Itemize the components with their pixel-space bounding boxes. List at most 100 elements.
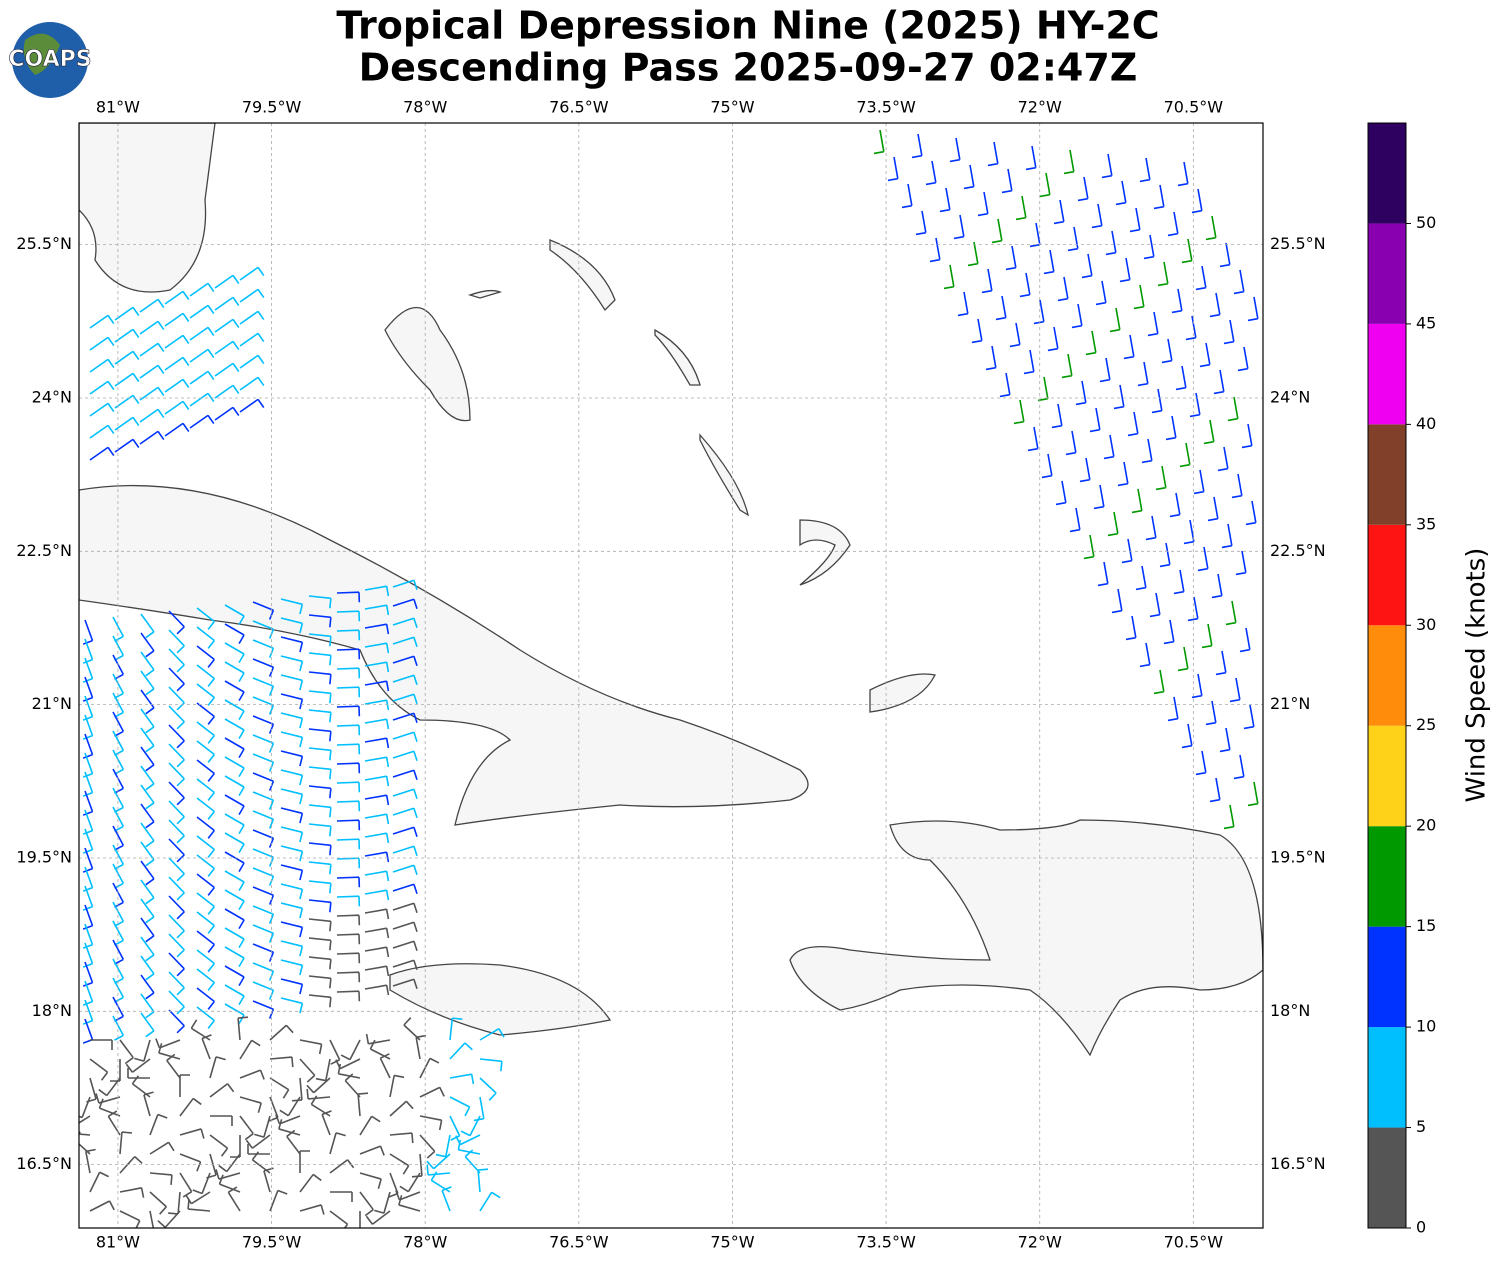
wind-barb (280, 959, 304, 976)
wind-barb (196, 987, 215, 1010)
wind-barb (247, 1144, 270, 1155)
wind-barb (1199, 342, 1211, 368)
wind-barb (1117, 461, 1129, 487)
wind-barb (251, 1151, 271, 1174)
wind-barb (419, 1134, 436, 1159)
wind-barb (364, 585, 390, 597)
wind-barb (280, 731, 304, 748)
colorbar-tick-label: 50 (1416, 213, 1436, 232)
wind-barb (364, 680, 390, 692)
y-tick-label: 16.5°N (16, 1154, 72, 1173)
y-tick-label: 22.5°N (16, 541, 72, 560)
wind-barb (336, 705, 361, 717)
wind-barb (155, 1038, 181, 1049)
wind-barb (430, 1171, 451, 1193)
wind-barb (991, 218, 1003, 244)
wind-barb (359, 1172, 382, 1189)
wind-barb (82, 619, 94, 645)
wind-barb (1065, 430, 1077, 456)
wind-barb (364, 813, 390, 825)
wind-barb (1201, 623, 1213, 649)
wind-barb (1103, 434, 1115, 460)
wind-barb (119, 1210, 141, 1228)
wind-barb (336, 743, 361, 755)
wind-barb (280, 674, 304, 691)
wind-barb (1061, 353, 1073, 379)
wind-barb (140, 955, 155, 981)
wind-barb (392, 883, 418, 894)
colorbar-tick-label: 25 (1416, 715, 1436, 734)
wind-barb (1057, 276, 1069, 302)
wind-barb (157, 1210, 181, 1228)
wind-barb (168, 610, 185, 635)
wind-barb (110, 1059, 121, 1082)
wind-barb (308, 652, 332, 666)
wind-barb (419, 1057, 440, 1079)
colorbar-bin (1368, 223, 1406, 324)
wind-barb (1183, 519, 1195, 545)
wind-barb (364, 737, 390, 749)
wind-barb (308, 899, 332, 913)
wind-barb (306, 1077, 331, 1094)
wind-barb (196, 626, 215, 649)
wind-barb (280, 712, 304, 729)
wind-barb (359, 1145, 385, 1156)
wind-barb (364, 604, 390, 616)
wind-barb (329, 1159, 355, 1174)
wind-barb (1209, 777, 1221, 803)
wind-barb (280, 788, 304, 805)
wind-barb (308, 937, 332, 951)
wind-barb (192, 1172, 211, 1195)
wind-barb (279, 1096, 301, 1117)
wind-barb (1119, 257, 1131, 283)
wind-barb (308, 804, 332, 818)
wind-barb (1093, 484, 1105, 510)
wind-barb (1033, 299, 1045, 325)
wind-barb (1177, 161, 1189, 187)
wind-barb (308, 747, 332, 761)
wind-barb (280, 921, 304, 938)
wind-barb (224, 737, 245, 759)
wind-barb (280, 940, 304, 957)
wind-barb (280, 617, 304, 634)
colorbar-tick-label: 30 (1416, 615, 1436, 634)
wind-barb (1055, 480, 1067, 506)
wind-barb (254, 1115, 271, 1138)
wind-barb (1177, 646, 1189, 672)
wind-barb (336, 781, 361, 793)
wind-barb (336, 952, 361, 964)
wind-barb (337, 1063, 361, 1079)
wind-barb (336, 762, 361, 774)
wind-barb (291, 1077, 303, 1102)
wind-barb (364, 851, 390, 863)
wind-barb (239, 1069, 265, 1080)
wind-barb (1227, 396, 1239, 422)
wind-barb (426, 1153, 451, 1170)
wind-barb (280, 978, 304, 995)
wind-barb (140, 651, 155, 677)
wind-barb (224, 699, 245, 721)
wind-barb (398, 1195, 421, 1212)
wind-barb (329, 1210, 349, 1228)
x-tick-label: 70.5°W (1164, 1233, 1224, 1252)
wind-barb (308, 633, 332, 647)
x-tick-label: 76.5°W (549, 1233, 609, 1252)
wind-barb (114, 328, 140, 343)
wind-barb (189, 370, 215, 385)
wind-barb (149, 1113, 168, 1136)
wind-barb (168, 781, 185, 806)
wind-barb (967, 241, 979, 267)
wind-barb (1213, 369, 1225, 395)
wind-barb (224, 794, 245, 816)
wind-barb (224, 680, 245, 702)
wind-barb (140, 879, 155, 905)
wind-barb (1137, 361, 1149, 387)
y-tick-label: 18°N (32, 1001, 72, 1020)
colorbar-bin (1368, 424, 1406, 525)
colorbar-bin (1368, 625, 1406, 726)
florida (79, 123, 216, 293)
wind-barb (98, 1098, 121, 1117)
wind-barb (280, 807, 304, 824)
wind-barb (1247, 781, 1259, 807)
wind-barb (196, 702, 215, 725)
